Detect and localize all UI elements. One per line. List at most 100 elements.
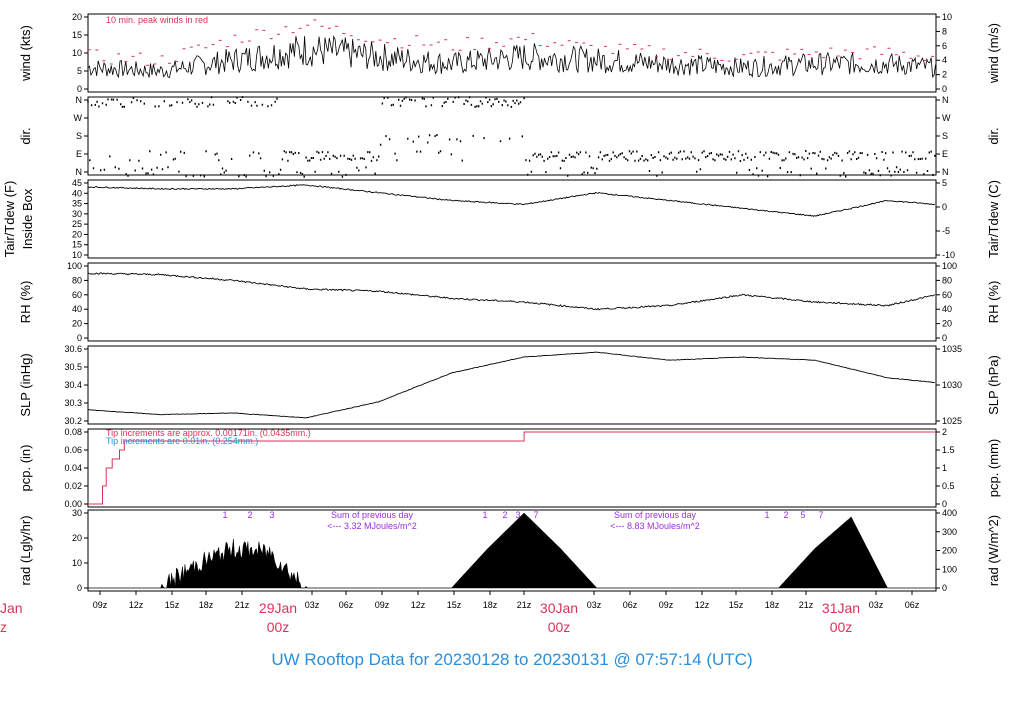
panel-pcp: pcp. (in) pcp. (mm) 0.08 0.06 0.04 0.02 0.00 2 1… bbox=[18, 427, 1001, 509]
x-tick-label: 06z bbox=[339, 600, 354, 610]
x-tick-label: 12z bbox=[411, 600, 426, 610]
panel-slp: SLP (inHg) SLP (hPa) 30.6 30.5 30.4 30.3 30.2 1… bbox=[18, 344, 1001, 426]
right-tick-label: 400 bbox=[942, 508, 957, 518]
x-tick-label: 21z bbox=[517, 600, 532, 610]
pcp-note-1: Tip increments are approx. 0.00171in. (0… bbox=[106, 428, 311, 438]
day-label: 30Jan bbox=[540, 600, 578, 616]
right-tick-label: 2 bbox=[942, 70, 947, 80]
left-axis-label: pcp. (in) bbox=[18, 445, 33, 492]
rad-hour-marker: 7 bbox=[533, 510, 538, 520]
right-tick-label: 8 bbox=[942, 26, 947, 36]
right-tick-label: 10 bbox=[942, 12, 952, 22]
precip-series bbox=[88, 431, 936, 505]
left-tick-label: 100 bbox=[67, 261, 82, 271]
left-tick-label: 40 bbox=[72, 188, 82, 198]
day-label-partial: Jan bbox=[0, 600, 23, 616]
x-tick-label: 03z bbox=[305, 600, 320, 610]
left-axis-label: wind (kts) bbox=[18, 25, 33, 82]
x-tick-label: 18z bbox=[483, 600, 498, 610]
day-label: 29Jan bbox=[259, 600, 297, 616]
rh-series bbox=[87, 272, 936, 311]
x-tick-label: 18z bbox=[199, 600, 214, 610]
right-tick-label: 100 bbox=[942, 564, 957, 574]
right-tick-label: S bbox=[942, 131, 948, 141]
right-tick-label: 200 bbox=[942, 546, 957, 556]
chart-title: UW Rooftop Data for 20230128 to 20230131… bbox=[271, 650, 752, 669]
left-tick-label: 0.04 bbox=[64, 463, 82, 473]
pcp-note-2: Tip increments are 0.01in. (0.254mm.) bbox=[106, 436, 258, 446]
left-tick-label: 30.4 bbox=[64, 380, 82, 390]
right-tick-label: 2 bbox=[942, 427, 947, 437]
left-tick-label: 45 bbox=[72, 178, 82, 188]
left-tick-label: 0.06 bbox=[64, 445, 82, 455]
x-axis: 09z 12z 15z 18z 21z 03z 06z 09z 12z 15z 18z 21z 03z 0… bbox=[0, 591, 920, 635]
right-tick-label: 300 bbox=[942, 527, 957, 537]
rad-hour-marker: 2 bbox=[783, 510, 788, 520]
right-tick-label: N bbox=[942, 95, 949, 105]
right-axis-label: dir. bbox=[986, 127, 1001, 144]
left-tick-label: 5 bbox=[77, 66, 82, 76]
x-tick-label: 18z bbox=[765, 600, 780, 610]
panel-frame bbox=[87, 96, 937, 176]
day-hour-label-partial: z bbox=[0, 619, 7, 635]
right-tick-label: 0 bbox=[942, 499, 947, 509]
rad-hour-marker: 2 bbox=[247, 510, 252, 520]
wind-series bbox=[87, 35, 936, 79]
radiation-series bbox=[88, 512, 936, 589]
right-axis-label: Tair/Tdew (C) bbox=[986, 180, 1001, 258]
x-tick-label: 06z bbox=[905, 600, 920, 610]
left-tick-label: N bbox=[76, 95, 83, 105]
left-tick-label: 30 bbox=[72, 508, 82, 518]
left-tick-label: 0.02 bbox=[64, 481, 82, 491]
right-tick-label: 6 bbox=[942, 41, 947, 51]
left-tick-label: N bbox=[76, 167, 83, 177]
rad-hour-marker: 1 bbox=[482, 510, 487, 520]
right-axis-label: rad (W/m^2) bbox=[986, 515, 1001, 586]
x-tick-label: 09z bbox=[93, 600, 108, 610]
day-label: 31Jan bbox=[822, 600, 860, 616]
left-axis-label: dir. bbox=[18, 127, 33, 144]
right-tick-label: 5 bbox=[942, 178, 947, 188]
left-tick-label: 15 bbox=[72, 240, 82, 250]
right-tick-label: -10 bbox=[942, 250, 955, 260]
right-tick-label: 0 bbox=[942, 202, 947, 212]
left-tick-label: 25 bbox=[72, 219, 82, 229]
right-tick-label: 60 bbox=[942, 290, 952, 300]
left-axis-label: RH (%) bbox=[18, 281, 33, 324]
right-tick-label: 0.5 bbox=[942, 481, 955, 491]
day-hour-label: 00z bbox=[830, 619, 853, 635]
rad-hour-marker: 5 bbox=[800, 510, 805, 520]
right-tick-label: 40 bbox=[942, 304, 952, 314]
panel-rad: rad (Lgly/hr) rad (W/m^2)3020100400300200… bbox=[18, 508, 1001, 593]
direction-marks bbox=[87, 96, 936, 178]
x-tick-label: 21z bbox=[799, 600, 814, 610]
left-tick-label: 20 bbox=[72, 229, 82, 239]
right-tick-label: 100 bbox=[942, 261, 957, 271]
right-tick-label: 0 bbox=[942, 583, 947, 593]
left-tick-label: 10 bbox=[72, 48, 82, 58]
right-tick-label: 1 bbox=[942, 463, 947, 473]
right-tick-label: 0 bbox=[942, 84, 947, 94]
left-tick-label: 15 bbox=[72, 30, 82, 40]
left-tick-label: 10 bbox=[72, 250, 82, 260]
left-tick-label: 20 bbox=[72, 533, 82, 543]
x-tick-label: 09z bbox=[659, 600, 674, 610]
right-tick-label: W bbox=[942, 113, 951, 123]
x-tick-label: 15z bbox=[447, 600, 462, 610]
x-tick-label: 03z bbox=[587, 600, 602, 610]
x-tick-label: 06z bbox=[623, 600, 638, 610]
temp-series bbox=[87, 184, 935, 217]
left-axis-label: SLP (inHg) bbox=[18, 353, 33, 416]
right-tick-label: N bbox=[942, 167, 949, 177]
x-tick-label: 09z bbox=[375, 600, 390, 610]
left-tick-label: 30 bbox=[72, 209, 82, 219]
rad-hour-marker: 7 bbox=[818, 510, 823, 520]
rad-hour-marker: 3 bbox=[269, 510, 274, 520]
left-tick-label: 40 bbox=[72, 304, 82, 314]
right-axis-label: wind (m/s) bbox=[986, 23, 1001, 84]
left-tick-label: 0 bbox=[77, 84, 82, 94]
rad-sum-note-title: Sum of previous day bbox=[331, 510, 414, 520]
rad-hour-marker: 1 bbox=[764, 510, 769, 520]
